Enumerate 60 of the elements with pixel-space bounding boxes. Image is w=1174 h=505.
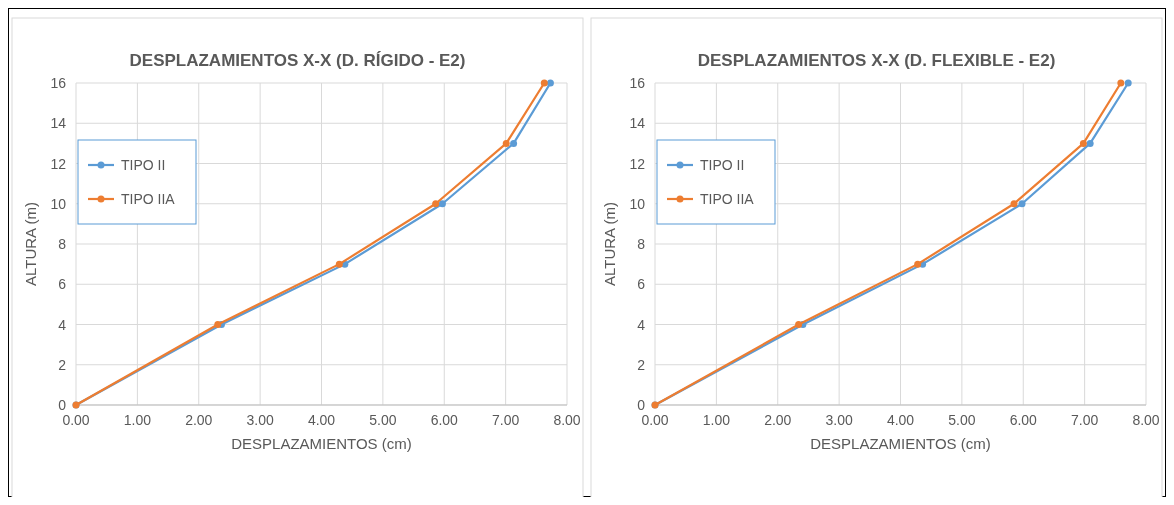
point xyxy=(795,321,803,328)
point xyxy=(335,260,343,268)
y-tick-label: 10 xyxy=(629,195,646,212)
y-tick-label: 4 xyxy=(637,316,646,333)
y-tick-label: 8 xyxy=(58,236,67,252)
point xyxy=(1010,200,1018,208)
x-tick-label: 7.00 xyxy=(1071,412,1099,428)
x-tick-label: 2.00 xyxy=(185,412,213,428)
x-tick-label: 6.00 xyxy=(430,412,459,428)
x-axis-title: DESPLAZAMIENTOS (cm) xyxy=(810,435,991,452)
point xyxy=(1124,79,1132,87)
point xyxy=(438,200,446,208)
x-tick-label: 4.00 xyxy=(886,412,915,428)
y-tick-label: 0 xyxy=(58,397,67,413)
y-tick-label: 0 xyxy=(637,397,646,413)
x-tick-label: 6.00 xyxy=(1009,412,1038,428)
x-tick-label: 5.00 xyxy=(948,412,976,428)
x-tick-label: 3.00 xyxy=(246,412,274,428)
y-tick-label: 16 xyxy=(629,75,646,91)
point xyxy=(540,79,548,87)
y-tick-label: 12 xyxy=(629,155,646,172)
point xyxy=(1018,200,1026,208)
chart-title: DESPLAZAMIENTOS X-X (D. RÍGIDO - E2) xyxy=(129,51,466,70)
y-tick-label: 6 xyxy=(637,276,646,293)
y-tick-label: 2 xyxy=(58,356,67,373)
x-tick-label: 3.00 xyxy=(825,412,853,428)
y-tick-label: 14 xyxy=(50,115,67,132)
x-tick-label: 0.00 xyxy=(641,412,669,428)
point xyxy=(502,139,510,147)
x-tick-label: 1.00 xyxy=(123,412,152,428)
x-tick-label: 2.00 xyxy=(764,412,792,428)
y-axis-title: ALTURA (m) xyxy=(601,202,618,286)
y-tick-label: 14 xyxy=(629,115,646,132)
y-tick-label: 10 xyxy=(50,195,67,212)
point xyxy=(914,260,922,268)
x-tick-label: 7.00 xyxy=(492,412,520,428)
x-tick-label: 8.00 xyxy=(553,412,581,428)
x-tick-label: 4.00 xyxy=(307,412,336,428)
legend-label: TIPO IIA xyxy=(121,191,176,207)
y-tick-label: 16 xyxy=(50,75,67,91)
y-axis-title: ALTURA (m) xyxy=(22,202,39,286)
y-tick-label: 6 xyxy=(58,276,67,293)
x-tick-label: 1.00 xyxy=(702,412,731,428)
x-tick-label: 5.00 xyxy=(369,412,397,428)
legend-label: TIPO II xyxy=(121,157,166,173)
x-tick-label: 8.00 xyxy=(1132,412,1160,428)
point xyxy=(510,139,518,147)
point xyxy=(1117,79,1125,87)
y-tick-label: 4 xyxy=(58,316,67,333)
chart-title: DESPLAZAMIENTOS X-X (D. FLEXIBLE - E2) xyxy=(697,51,1056,70)
point xyxy=(432,200,440,208)
y-tick-label: 12 xyxy=(50,155,67,172)
y-tick-label: 8 xyxy=(637,236,646,252)
point xyxy=(1079,139,1087,147)
legend-label: TIPO IIA xyxy=(700,191,755,207)
x-axis-title: DESPLAZAMIENTOS (cm) xyxy=(231,435,412,452)
legend-label: TIPO II xyxy=(700,157,745,173)
y-tick-label: 2 xyxy=(637,356,646,373)
point xyxy=(1086,139,1094,147)
x-tick-label: 0.00 xyxy=(62,412,90,428)
